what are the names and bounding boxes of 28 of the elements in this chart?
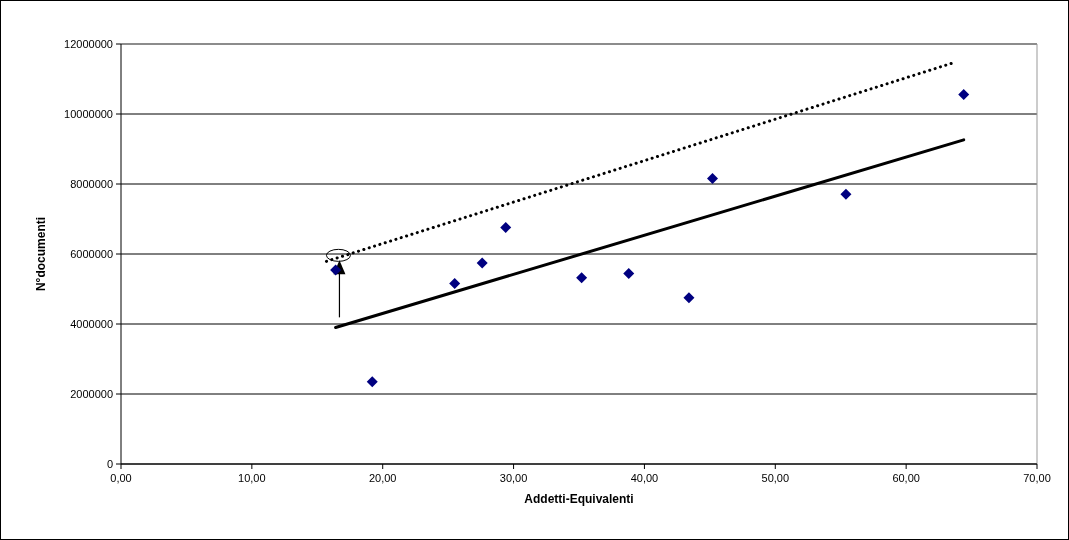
point xyxy=(683,292,695,304)
point xyxy=(958,88,970,100)
y-tick-label: 2000000 xyxy=(70,387,113,400)
x-tick-label: 20,00 xyxy=(368,472,397,484)
y-tick-label: 8000000 xyxy=(70,177,113,190)
x-tick-label: 0,00 xyxy=(110,472,132,484)
point xyxy=(840,188,852,200)
point xyxy=(576,272,588,284)
point xyxy=(366,376,378,388)
x-tick-label: 50,00 xyxy=(761,472,790,484)
x-tick-label: 70,00 xyxy=(1023,472,1051,484)
point xyxy=(476,257,488,269)
y-tick-label: 12000000 xyxy=(64,37,113,50)
x-tick-label: 40,00 xyxy=(630,472,659,484)
point xyxy=(706,172,718,184)
y-tick-label: 10000000 xyxy=(64,107,113,120)
point xyxy=(623,268,635,280)
y-tick-label: 4000000 xyxy=(70,317,113,330)
x-axis-title: Addetti-Equivalenti xyxy=(524,492,634,506)
x-tick-label: 10,00 xyxy=(238,472,266,484)
y-axis-title: N°documenti xyxy=(34,216,48,292)
x-tick-label: 30,00 xyxy=(499,472,528,484)
y-tick-label: 0 xyxy=(106,457,113,470)
x-tick-label: 60,00 xyxy=(892,472,920,484)
y-tick-label: 6000000 xyxy=(70,247,113,260)
point xyxy=(449,277,461,289)
point xyxy=(500,221,512,233)
point xyxy=(330,264,342,276)
